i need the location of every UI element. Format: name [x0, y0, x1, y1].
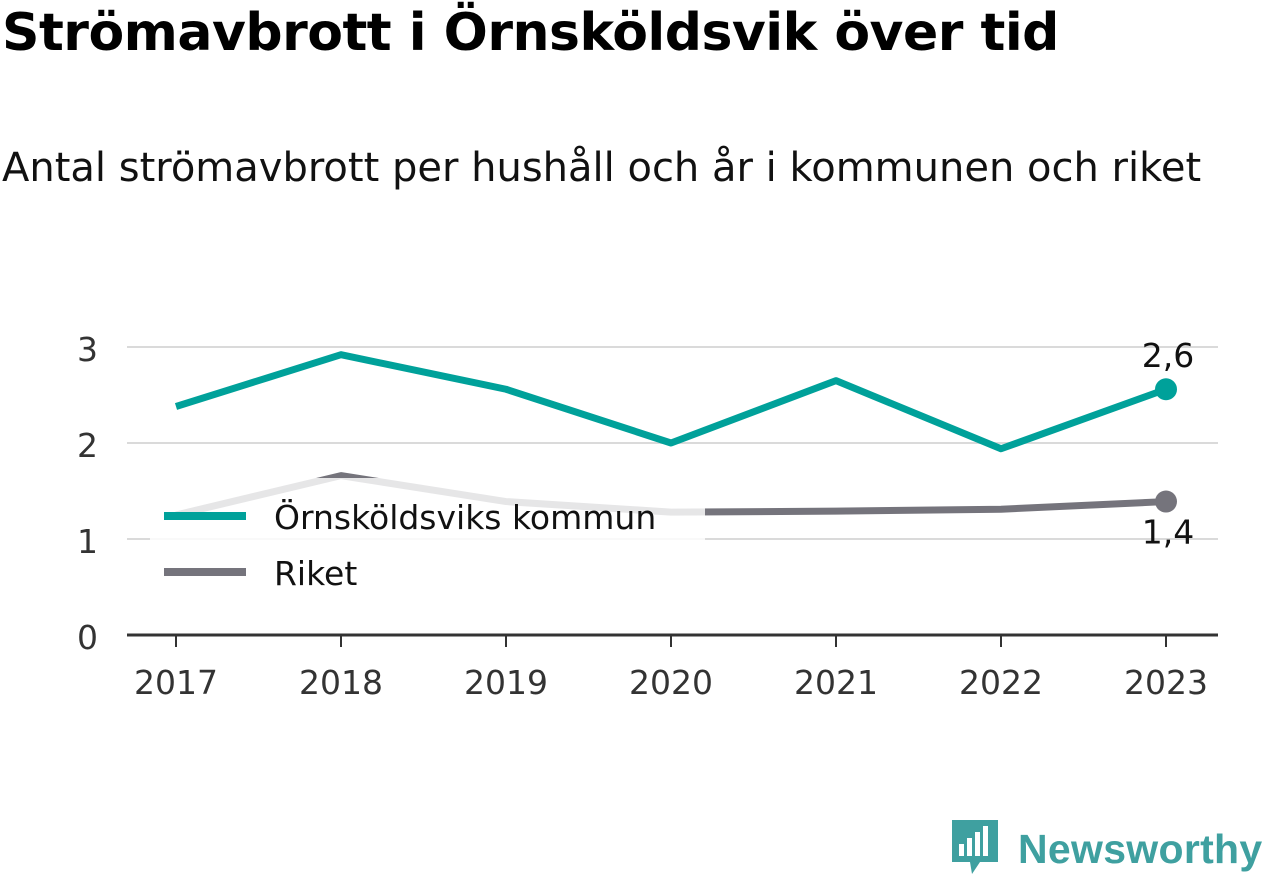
end-marker [1155, 490, 1177, 513]
brand-name: Newsworthy [1018, 825, 1262, 872]
newsworthy-logo: Newsworthy [950, 818, 1262, 880]
x-tick-label: 2022 [959, 663, 1043, 702]
x-tick-label: 2017 [134, 663, 218, 702]
end-value-label: 1,4 [1142, 513, 1194, 552]
x-tick-label: 2020 [629, 663, 713, 702]
x-tick-label: 2023 [1124, 663, 1208, 702]
chart-title: Strömavbrott i Örnsköldsvik över tid [2, 3, 1059, 63]
x-axis: 2017 2018 2019 2020 2021 2022 2023 [127, 633, 1218, 702]
legend: Örnsköldsviks kommun Riket [150, 478, 705, 608]
end-labels: 2,6 1,4 [1142, 336, 1194, 551]
bar-chart-speech-bubble-icon [952, 820, 998, 874]
x-tick-label: 2021 [794, 663, 878, 702]
x-tick-label: 2019 [464, 663, 548, 702]
y-tick-label: 3 [77, 330, 98, 369]
end-value-label: 2,6 [1142, 336, 1194, 375]
y-tick-label: 0 [77, 618, 98, 657]
y-tick-label: 1 [77, 522, 98, 561]
legend-label: Riket [274, 554, 357, 593]
legend-label: Örnsköldsviks kommun [274, 497, 656, 537]
chart-subtitle: Antal strömavbrott per hushåll och år i … [2, 145, 1202, 191]
x-tick-label: 2018 [299, 663, 383, 702]
y-tick-label: 2 [77, 426, 98, 465]
end-marker [1155, 378, 1177, 401]
series-line [174, 351, 1168, 453]
legend-background [150, 478, 705, 608]
